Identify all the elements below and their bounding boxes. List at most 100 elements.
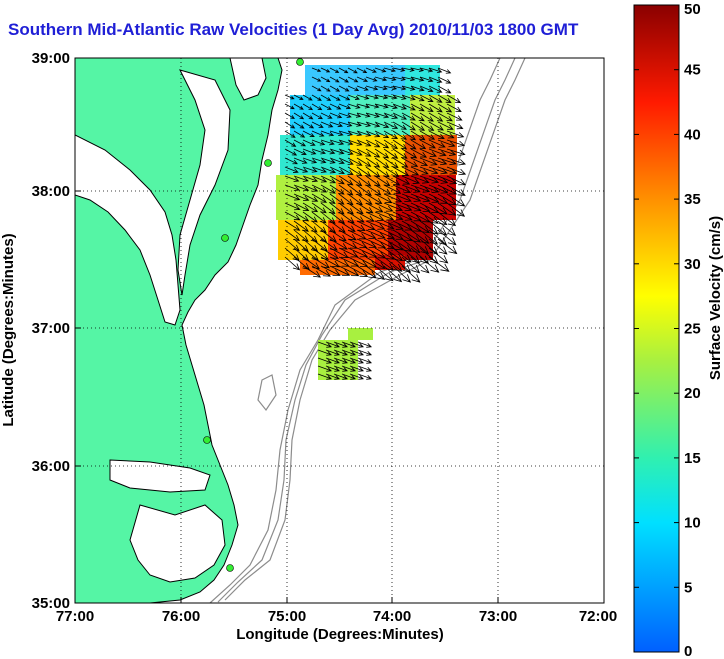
velocity-arrow: [446, 166, 467, 176]
velocity-arrow: [338, 103, 352, 110]
velocity-arrow: [293, 130, 306, 138]
y-tick-label: 36:00: [32, 458, 70, 475]
velocity-arrow: [317, 341, 333, 348]
velocity-arrow: [293, 94, 304, 100]
velocity-arrow: [401, 211, 422, 222]
velocity-arrow: [341, 341, 357, 348]
velocity-arrow: [329, 85, 341, 92]
velocity-arrow: [341, 349, 357, 356]
velocity-arrow: [329, 76, 340, 83]
velocity-arrow: [437, 229, 457, 246]
velocity-arrow: [437, 148, 457, 156]
velocity-arrow: [356, 76, 369, 82]
velocity-arrow: [383, 121, 399, 129]
velocity-arrow: [419, 94, 434, 102]
velocity-arrow: [419, 67, 434, 73]
velocity-arrow: [410, 220, 430, 234]
colorbar-tick-label: 30: [684, 256, 701, 273]
velocity-arrow: [329, 166, 345, 174]
velocity-arrow: [383, 130, 399, 139]
velocity-arrow: [383, 202, 403, 212]
velocity-arrow: [356, 148, 372, 157]
velocity-arrow: [428, 130, 445, 140]
velocity-arrow: [437, 85, 452, 94]
colorbar-tick-label: 40: [684, 126, 701, 143]
velocity-arrow: [293, 202, 310, 211]
velocity-arrow: [347, 103, 361, 109]
colorbar-ticks: 0 5 10 15 20 25 30 35 40 45 50: [634, 1, 701, 659]
y-tick-label: 37:00: [32, 320, 70, 337]
velocity-arrow: [410, 256, 430, 274]
velocity-arrow: [446, 175, 467, 186]
plot-frame: [74, 57, 605, 604]
velocity-arrow: [284, 256, 301, 271]
velocity-arrow: [374, 229, 395, 240]
radar-site-marker: [226, 564, 234, 572]
x-tick-label: 75:00: [268, 608, 306, 625]
velocity-arrow: [437, 67, 452, 74]
velocity-arrow: [338, 148, 354, 155]
velocity-arrow: [374, 157, 390, 169]
velocity-arrow: [329, 184, 345, 195]
velocity-arrow: [437, 238, 458, 255]
velocity-arrow: [302, 130, 315, 138]
axis-ticks: [74, 57, 605, 604]
colorbar-tick-label: 45: [684, 62, 701, 79]
velocity-arrow: [392, 112, 408, 120]
velocity-arrow: [333, 357, 349, 364]
velocity-arrow: [446, 130, 465, 138]
velocity-arrow: [302, 175, 319, 183]
velocity-arrow: [284, 94, 295, 100]
velocity-arrow: [437, 121, 454, 130]
velocity-arrow: [333, 365, 349, 372]
velocity-arrow: [311, 103, 323, 111]
velocity-arrow: [392, 85, 407, 91]
albemarle-sound: [109, 459, 211, 493]
velocity-arrow: [374, 103, 389, 109]
velocity-arrow: [419, 139, 436, 149]
velocity-arrow: [293, 193, 310, 201]
velocity-arrow: [428, 238, 448, 255]
colorbar-tick-label: 0: [684, 643, 692, 659]
velocity-arrow: [311, 94, 322, 101]
velocity-arrow: [338, 85, 350, 92]
velocity-arrow: [374, 220, 395, 230]
velocity-arrow: [311, 130, 325, 137]
velocity-arrow: [333, 341, 349, 348]
velocity-arrow: [383, 265, 403, 283]
velocity-arrow: [356, 229, 377, 239]
velocity-arrow: [437, 184, 458, 195]
velocity-arrow: [392, 94, 407, 100]
velocity-arrow: [329, 265, 351, 276]
radar-sites: [203, 58, 304, 572]
velocity-arrow: [311, 265, 331, 277]
velocity-arrow: [293, 175, 309, 182]
velocity-arrow: [347, 229, 367, 240]
velocity-arrow: [428, 148, 447, 157]
velocity-arrow: [383, 184, 402, 194]
velocity-arrow: [374, 202, 394, 212]
velocity-arrow: [302, 166, 318, 173]
colorbar-tick-label: 5: [684, 579, 692, 596]
velocity-arrow: [437, 220, 457, 236]
velocity-arrow: [365, 94, 379, 100]
velocity-arrow: [365, 103, 380, 109]
velocity-arrow: [437, 202, 457, 216]
velocity-arrow: [365, 211, 385, 221]
velocity-arrow: [347, 265, 369, 278]
velocity-arrow: [419, 193, 440, 203]
velocity-arrow: [311, 238, 328, 252]
velocity-arrow: [347, 247, 368, 258]
velocity-arrow: [428, 220, 448, 236]
velocity-arrow: [410, 175, 430, 184]
velocity-arrow: [338, 247, 359, 258]
velocity-arrow: [383, 193, 403, 203]
velocity-arrow: [302, 157, 318, 164]
velocity-arrow: [410, 238, 430, 255]
velocity-arrow: [338, 157, 354, 165]
velocity-arrow: [383, 238, 404, 251]
velocity-arrow: [356, 85, 369, 91]
velocity-arrow: [284, 166, 299, 173]
x-tick-label: 74:00: [373, 608, 411, 625]
velocity-arrow: [374, 67, 387, 73]
